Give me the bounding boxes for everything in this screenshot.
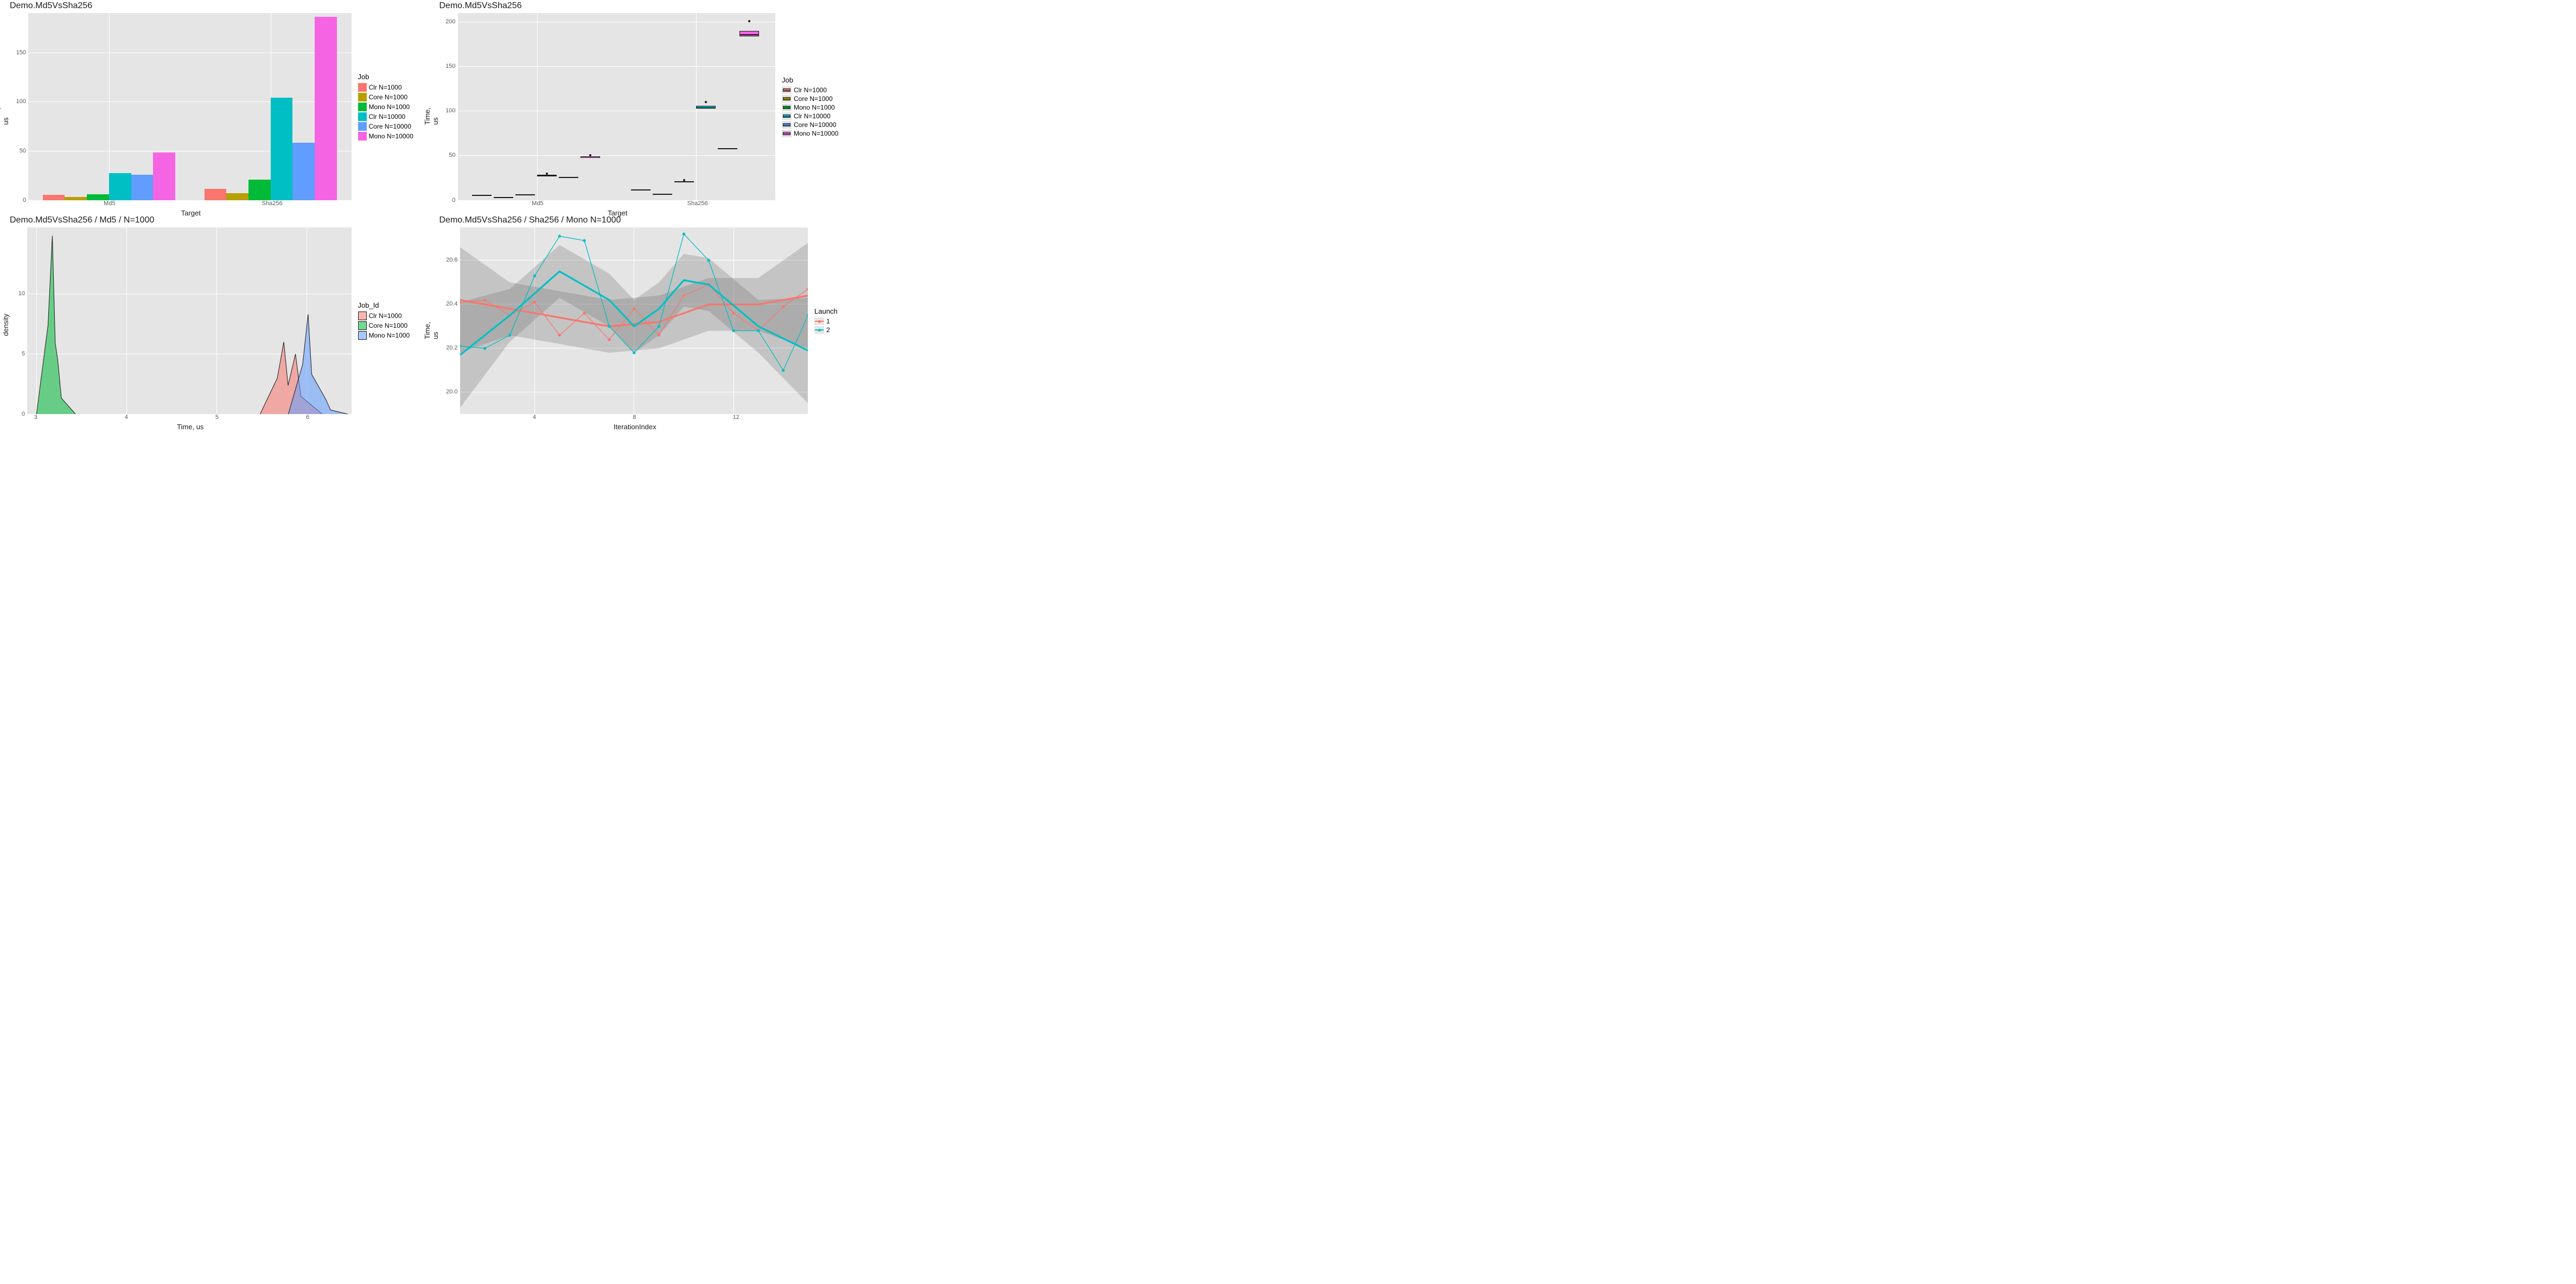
- chart4-legend: Launch 12: [810, 302, 859, 340]
- legend-item: Mono N=1000: [358, 331, 425, 340]
- chart1-ylabel: Time, us: [0, 104, 10, 125]
- legend-item: Clr N=1000: [358, 83, 425, 92]
- bar: [205, 189, 227, 200]
- legend-item: Clr N=1000: [358, 312, 425, 320]
- density-svg: [27, 227, 352, 415]
- chart2-ylabel: Time, us: [423, 104, 439, 125]
- chart3-legend: Job_Id Clr N=1000Core N=1000Mono N=1000: [354, 296, 430, 346]
- bar: [226, 193, 248, 200]
- legend-item: Core N=1000: [782, 95, 855, 103]
- legend-item: Clr N=1000: [782, 86, 855, 94]
- bar: [315, 17, 337, 200]
- bar: [271, 98, 293, 200]
- panel-line: Demo.Md5VsSha256 / Sha256 / Mono N=1000 …: [430, 214, 859, 429]
- panel-bar: Demo.Md5VsSha256 Time, us 050100150 Md5S…: [0, 0, 430, 214]
- chart3-ylabel: density: [2, 314, 10, 336]
- legend-item: Core N=10000: [358, 122, 425, 131]
- legend-item: Clr N=10000: [358, 112, 425, 121]
- chart2-legend: Job Clr N=1000Core N=1000Mono N=1000Clr …: [777, 71, 859, 144]
- legend-item: 1: [814, 317, 855, 325]
- bar: [131, 175, 154, 200]
- chart-grid: Demo.Md5VsSha256 Time, us 050100150 Md5S…: [0, 0, 859, 428]
- chart4-title: Demo.Md5VsSha256 / Sha256 / Mono N=1000: [439, 215, 811, 225]
- legend-item: Mono N=10000: [782, 130, 855, 137]
- legend-item: Mono N=1000: [782, 104, 855, 111]
- bar: [87, 194, 109, 200]
- chart2-title: Demo.Md5VsSha256: [439, 1, 778, 11]
- legend-item: 2: [814, 326, 855, 334]
- chart3-legend-title: Job_Id: [358, 301, 425, 309]
- chart4-xlabel: IterationIndex: [460, 423, 811, 431]
- chart2-legend-title: Job: [782, 76, 855, 84]
- chart4-ylabel: Time, us: [423, 319, 439, 339]
- chart3-xlabel: Time, us: [27, 423, 354, 431]
- bar: [248, 180, 271, 200]
- bar: [43, 195, 65, 200]
- box: [739, 31, 759, 36]
- legend-item: Mono N=10000: [358, 132, 425, 141]
- legend-item: Core N=10000: [782, 121, 855, 129]
- bar: [292, 143, 315, 200]
- chart4-legend-title: Launch: [814, 307, 855, 315]
- line-svg: [460, 227, 808, 415]
- chart1-title: Demo.Md5VsSha256: [10, 1, 354, 11]
- panel-density: Demo.Md5VsSha256 / Md5 / N=1000 density …: [0, 214, 430, 429]
- legend-item: Core N=1000: [358, 321, 425, 330]
- bar: [109, 173, 131, 200]
- chart3-title: Demo.Md5VsSha256 / Md5 / N=1000: [10, 215, 354, 225]
- chart1-legend-title: Job: [358, 73, 425, 81]
- legend-item: Mono N=1000: [358, 103, 425, 111]
- legend-item: Core N=1000: [358, 93, 425, 101]
- bar: [153, 152, 175, 200]
- chart1-legend: Job Clr N=1000Core N=1000 Mono N=1000Clr …: [354, 67, 430, 147]
- panel-boxplot: Demo.Md5VsSha256 Time, us 050100150200 M…: [430, 0, 859, 214]
- legend-item: Clr N=10000: [782, 112, 855, 120]
